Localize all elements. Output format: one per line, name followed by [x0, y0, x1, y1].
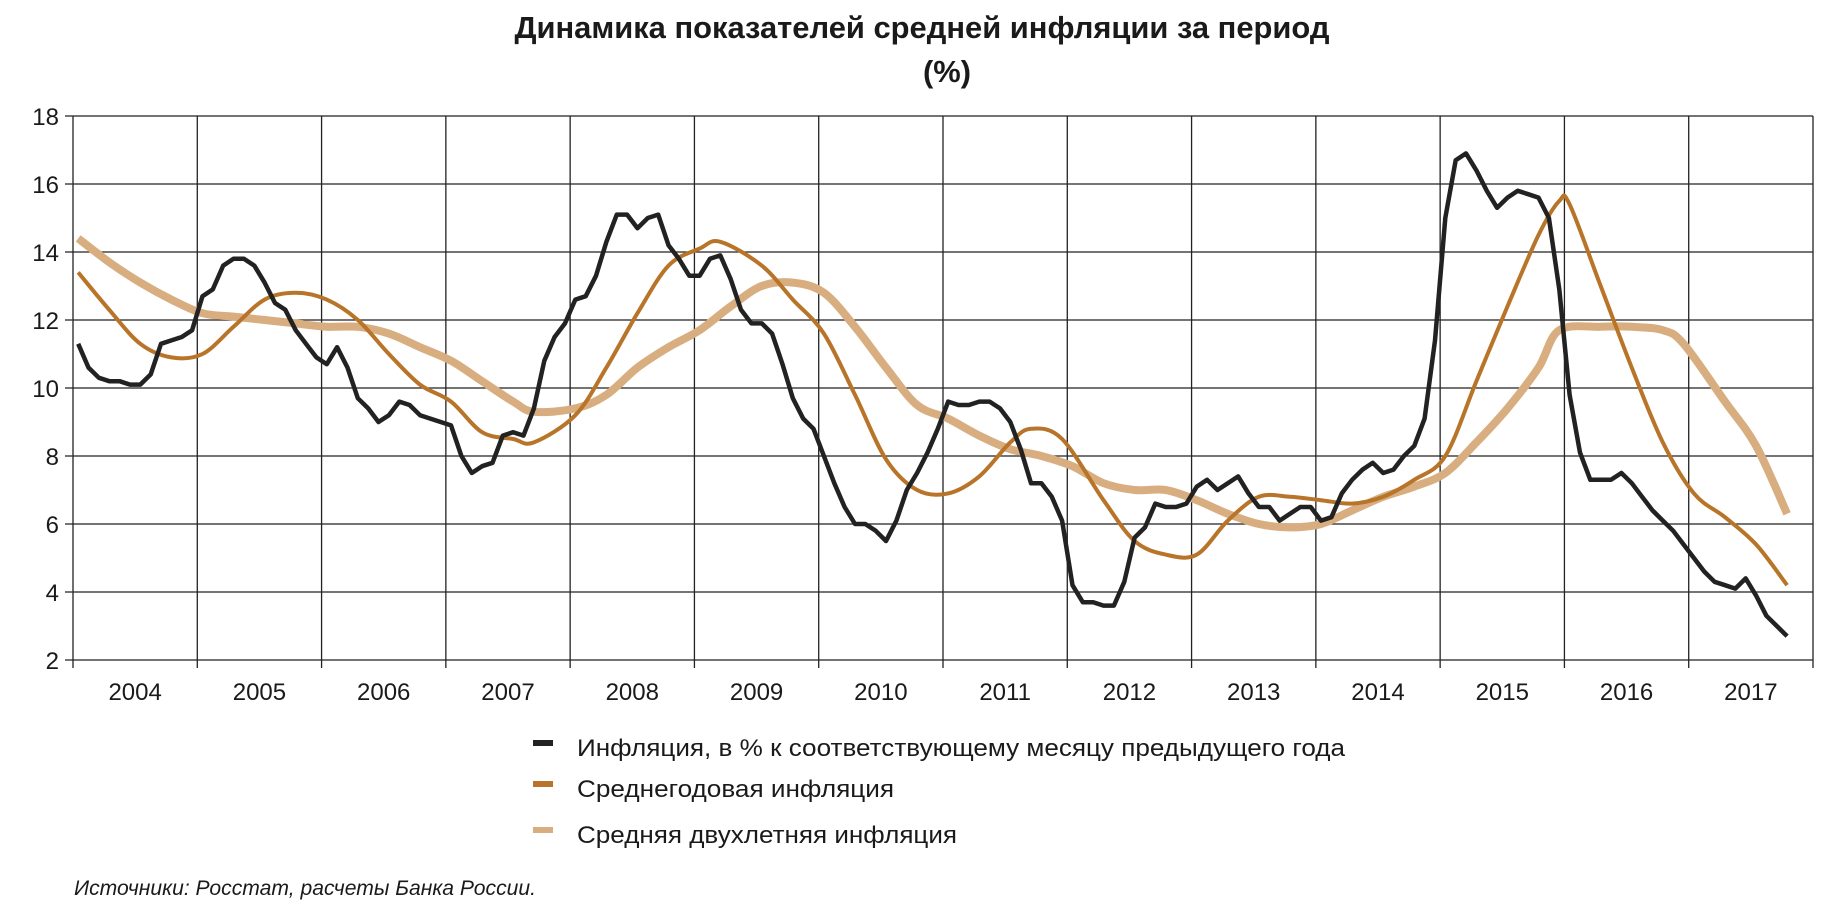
y-tick-label: 8	[46, 444, 59, 471]
x-tick-label: 2011	[979, 679, 1031, 706]
x-tick-label: 2006	[357, 679, 410, 706]
y-tick-label: 6	[46, 512, 59, 539]
y-tick-label: 16	[32, 172, 59, 199]
legend-label-biennial: Средняя двухлетняя инфляция	[577, 822, 957, 849]
y-tick-label: 10	[32, 376, 59, 403]
chart-subtitle: (%)	[923, 54, 971, 89]
x-tick-label: 2008	[606, 679, 659, 706]
series-lines	[75, 151, 1791, 638]
x-tick-label: 2014	[1351, 679, 1404, 706]
x-tick-label: 2015	[1476, 679, 1529, 706]
legend: Инфляция, в % к соответствующему месяцу …	[533, 735, 1346, 849]
x-tick-label: 2012	[1103, 679, 1156, 706]
x-tick-label: 2007	[481, 679, 534, 706]
chart-title: Динамика показателей средней инфляции за…	[515, 10, 1330, 45]
series-line-two-year-average	[75, 235, 1791, 532]
y-axis: 2 4 6 8 10 12 14 16 18	[32, 104, 59, 675]
y-tick-label: 4	[46, 580, 59, 607]
x-tick-label: 2009	[730, 679, 783, 706]
x-tick-label: 2005	[233, 679, 286, 706]
x-tick-label: 2013	[1227, 679, 1280, 706]
legend-swatch-biennial	[533, 827, 553, 833]
grid	[65, 115, 1814, 668]
series-line-annual-average	[76, 193, 1789, 587]
legend-label-annual: Среднегодовая инфляция	[577, 776, 894, 803]
series-line-monthly-inflation	[76, 151, 1789, 638]
x-tick-label: 2017	[1724, 679, 1777, 706]
y-tick-label: 12	[32, 308, 59, 335]
x-tick-label: 2016	[1600, 679, 1653, 706]
y-tick-label: 18	[32, 104, 59, 131]
x-tick-label: 2004	[108, 679, 161, 706]
legend-swatch-monthly	[533, 740, 553, 746]
x-axis: 2004 2005 2006 2007 2008 2009 2010 2011 2012 2013…	[108, 679, 1777, 706]
legend-swatch-annual	[533, 781, 553, 787]
y-tick-label: 14	[32, 240, 59, 267]
source-note: Источники: Росстат, расчеты Банка России…	[74, 877, 536, 900]
x-tick-label: 2010	[854, 679, 907, 706]
y-tick-label: 2	[46, 648, 59, 675]
legend-label-monthly: Инфляция, в % к соответствующему месяцу …	[577, 735, 1346, 762]
